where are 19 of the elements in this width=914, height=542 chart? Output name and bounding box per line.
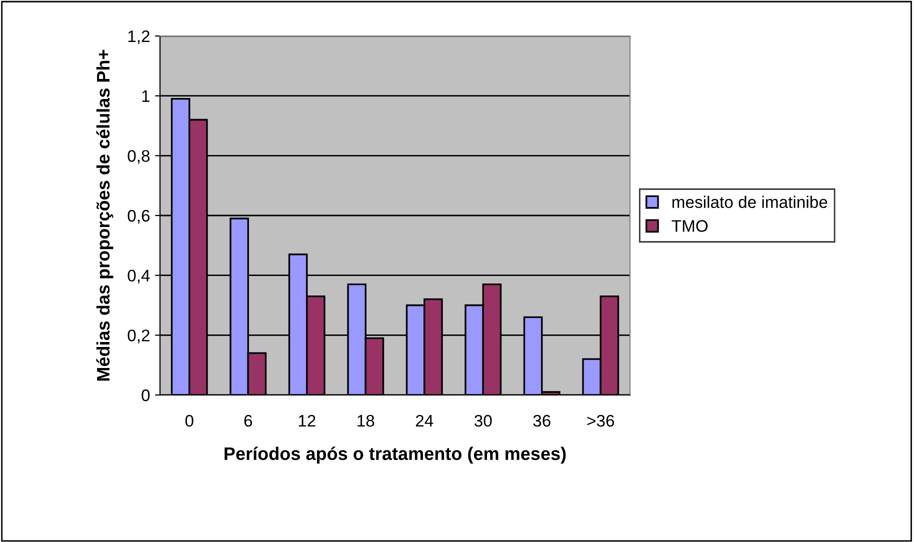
x-tick-label: 6	[244, 414, 252, 427]
y-tick-label: 0,4	[128, 270, 150, 284]
x-tick-label: 24	[416, 414, 434, 427]
y-tick-label: 0,6	[128, 210, 150, 224]
x-tick-label: 30	[474, 414, 492, 427]
x-tick-label: 18	[358, 414, 374, 427]
y-tick-label: 0,8	[128, 150, 150, 164]
y-tick-label: 0,2	[128, 330, 150, 344]
x-tick-label: 12	[298, 414, 316, 427]
x-tick-label: 0	[185, 414, 194, 427]
x-tick-label: >36	[587, 414, 614, 427]
y-tick-label: 1	[142, 90, 150, 102]
legend-label: TMO	[672, 220, 708, 232]
x-tick-label: 36	[533, 414, 550, 427]
x-axis-title: Períodos após o tratamento (em meses)	[224, 446, 566, 464]
y-tick-label: 0	[142, 389, 150, 402]
y-axis-title: Médias das proporções de células Ph+	[96, 50, 114, 381]
legend-label: mesilato de imatinibe	[672, 196, 828, 208]
y-tick-label: 1,2	[128, 30, 150, 44]
